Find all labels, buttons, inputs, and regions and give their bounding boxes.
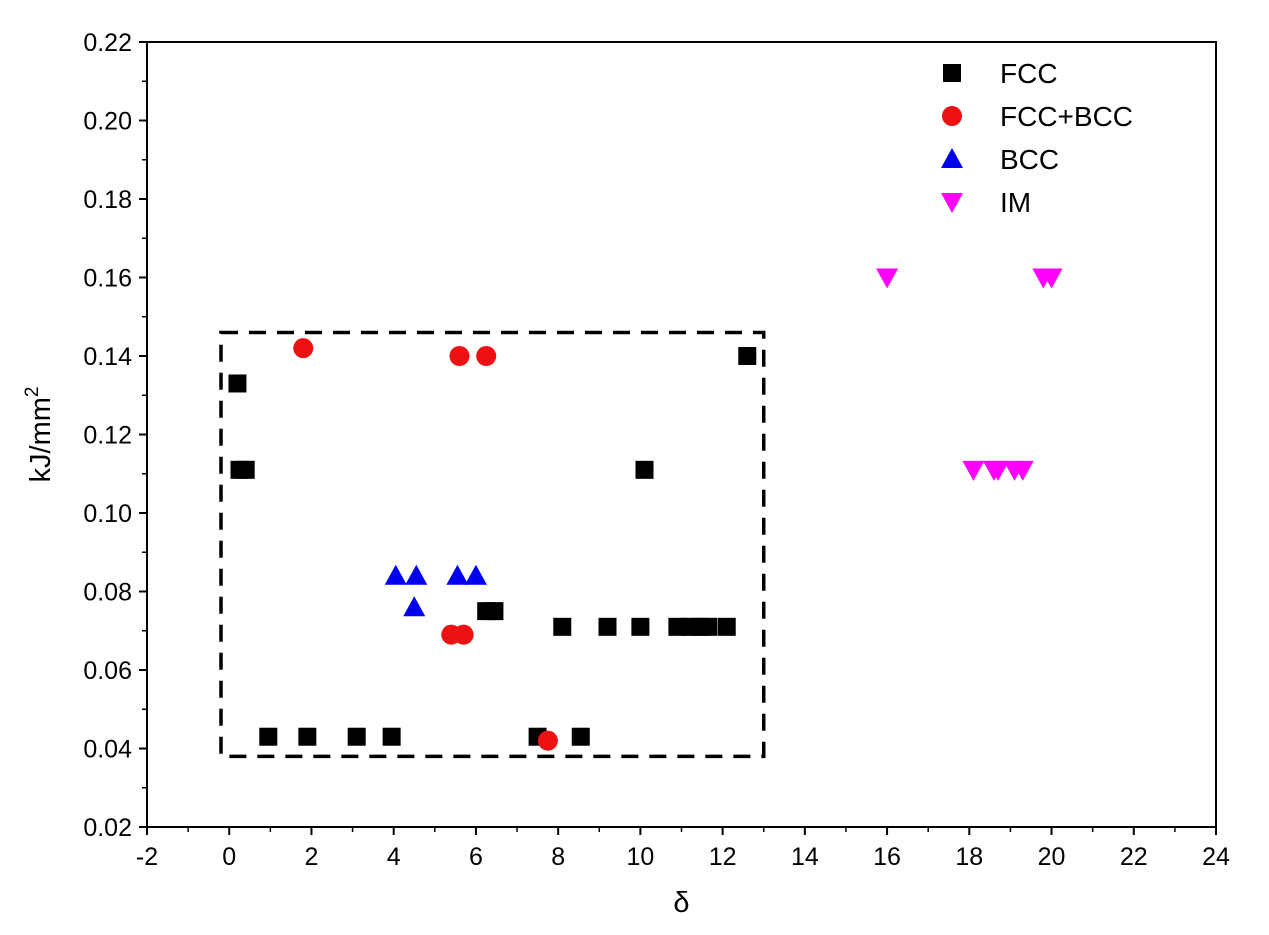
x-axis-ticks: -2 0 2 4 6 8 10 12 14 16 18 20 22 24 [136,827,1230,871]
point-fcc [631,617,650,636]
x-tick-label: 6 [469,843,483,871]
point-fcc-bcc [537,730,558,751]
y-axis-ticks: 0.02 0.04 0.06 0.08 0.10 0.12 0.14 0.16 0.18 0.20… [83,29,147,842]
y-tick-label: 0.14 [83,343,132,371]
annotations [219,330,766,759]
dashed-region-box [219,330,766,759]
point-bcc [446,564,469,585]
x-axis-label: δ [673,887,689,919]
point-bcc [384,564,407,585]
point-fcc [259,727,278,746]
x-tick-label: 24 [1202,843,1230,871]
point-im [1011,460,1034,481]
point-fcc [382,727,401,746]
legend-marker-fcc [943,64,961,82]
point-im [962,460,985,481]
point-im [1040,268,1063,289]
legend-marker-bcc [941,148,963,168]
y-tick-label: 0.16 [83,265,132,293]
point-fcc-bcc [449,346,470,366]
legend-label-bcc: BCC [1000,144,1059,175]
x-tick-label: 0 [222,843,236,871]
x-tick-label: 14 [791,843,819,871]
point-fcc [298,727,317,746]
x-tick-label: 2 [305,843,319,871]
legend-marker-im [941,193,963,213]
data-points [228,268,1063,751]
x-tick-label: 4 [387,843,401,871]
point-fcc [228,374,247,393]
point-fcc [699,617,718,636]
y-tick-label: 0.22 [83,29,132,57]
point-fcc [738,347,757,365]
y-tick-label: 0.10 [83,500,132,528]
y-tick-label: 0.20 [83,108,132,136]
y-tick-label: 0.12 [83,422,132,450]
y-tick-label: 0.18 [83,186,132,214]
point-fcc [553,617,572,636]
point-fcc [598,617,617,636]
x-tick-label: -2 [136,843,158,871]
point-fcc-bcc [476,346,497,366]
x-tick-label: 10 [626,843,654,871]
point-im [876,268,899,289]
point-fcc [717,617,736,636]
legend-marker-fcc-bcc [942,106,962,126]
x-tick-label: 8 [551,843,565,871]
point-fcc [236,460,255,479]
y-axis-label-text: kJ/mm [25,397,57,482]
y-axis-label: kJ/mm2 [22,387,57,483]
point-fcc [571,727,590,746]
legend-label-im: IM [1000,187,1031,218]
y-tick-label: 0.08 [83,579,132,607]
point-im [987,460,1010,481]
point-fcc [635,460,654,479]
y-tick-label: 0.04 [83,736,132,764]
y-axis-label-superscript: 2 [22,387,43,398]
point-bcc [464,564,487,585]
x-tick-label: 22 [1120,843,1148,871]
point-fcc-bcc [293,338,314,359]
point-bcc [403,596,426,617]
point-fcc [347,727,366,746]
x-tick-label: 18 [955,843,983,871]
legend-label-fcc-bcc: FCC+BCC [1000,101,1133,132]
point-fcc [485,602,504,621]
legend: FCC FCC+BCC BCC IM [941,58,1133,218]
plot-area-frame [146,41,1217,828]
legend-label-fcc: FCC [1000,58,1058,89]
x-tick-label: 12 [709,843,737,871]
x-tick-label: 16 [873,843,901,871]
point-bcc [405,564,428,585]
x-tick-label: 20 [1038,843,1066,871]
y-tick-label: 0.02 [83,814,132,842]
y-tick-label: 0.06 [83,657,132,685]
point-fcc-bcc [453,624,474,645]
